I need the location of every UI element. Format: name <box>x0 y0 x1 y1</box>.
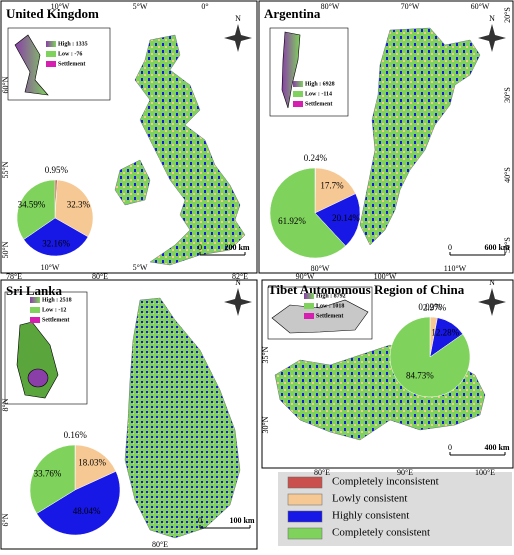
pie-label: 33.76% <box>34 469 62 479</box>
pie-label: 48.04% <box>73 506 101 516</box>
legend-label: Completely consistent <box>332 527 430 539</box>
coordinate-label: 10°W <box>41 263 60 272</box>
coordinate-label: 10°W <box>51 2 70 11</box>
scale-label: 0 <box>198 243 202 252</box>
pie-label: 0.16% <box>64 430 88 440</box>
legend-label: Lowly consistent <box>332 493 407 505</box>
panel-title: Sri Lanka <box>6 283 62 298</box>
scale-label: 0 <box>448 443 452 452</box>
coordinate-label: 60°W <box>471 2 490 11</box>
scale-label: 600 km <box>484 243 509 252</box>
inset-label: Low : -76 <box>58 51 82 57</box>
inset-swatch <box>293 81 303 87</box>
panel-title: Argentina <box>264 6 321 21</box>
coordinate-label: 55°N <box>1 161 10 178</box>
coordinate-label: 100°E <box>475 468 495 477</box>
coordinate-label: 5°W <box>133 263 148 272</box>
pie-label: 84.73% <box>406 371 434 381</box>
coordinate-label: 50°N <box>1 241 10 258</box>
inset-swatch <box>304 293 314 299</box>
pie-label: 2.97% <box>423 302 447 312</box>
inset-swatch <box>46 41 56 47</box>
inset-swatch <box>304 303 314 309</box>
coordinate-label: 0° <box>201 2 208 11</box>
inset-swatch <box>293 91 303 97</box>
inset-label: High : 2518 <box>42 297 72 303</box>
coordinate-label: 110°W <box>444 264 467 273</box>
legend-swatch <box>288 511 322 522</box>
inset-label: High : 8792 <box>316 293 346 299</box>
coordinate-label: 80°E <box>92 272 108 281</box>
pie-label: 34.59% <box>18 200 46 210</box>
inset-swatch <box>30 297 40 303</box>
pie-label: 0.95% <box>45 165 69 175</box>
inset-label: Low : -12 <box>42 307 66 313</box>
inset-label: High : 1335 <box>58 41 88 47</box>
coordinate-label: 80°E <box>152 540 168 549</box>
scale-label: 0 <box>198 516 202 525</box>
coordinate-label: 78°E <box>6 272 22 281</box>
inset-label: Low : -114 <box>305 91 332 97</box>
pie-label: 12.28% <box>431 328 459 338</box>
inset-label: Settlement <box>305 101 332 107</box>
legend-swatch <box>288 494 322 505</box>
north-label: N <box>235 278 241 287</box>
pie-label: 20.14% <box>332 213 360 223</box>
pie-label: 17.7% <box>320 181 344 191</box>
scale-label: 200 km <box>224 243 249 252</box>
coordinate-label: 5°W <box>133 2 148 11</box>
inset-swatch <box>304 313 314 319</box>
inset-swatch <box>30 307 40 313</box>
pie-label: 61.92% <box>278 216 306 226</box>
coordinate-label: 40°S <box>503 167 512 183</box>
pie-label: 0.24% <box>304 153 328 163</box>
coordinate-label: 8°N <box>1 398 10 411</box>
pie-label: 32.16% <box>42 239 70 249</box>
north-arrow <box>224 288 252 316</box>
scale-bar <box>450 452 505 455</box>
inset-label: Low : 1018 <box>316 303 344 309</box>
coordinate-label: 70°W <box>401 2 420 11</box>
legend-label: Highly consistent <box>332 510 409 522</box>
inset-swatch <box>30 317 40 323</box>
north-label: N <box>489 14 495 23</box>
scale-label: 100 km <box>229 516 254 525</box>
scale-bar <box>450 252 505 255</box>
north-label: N <box>235 14 241 23</box>
coordinate-label: 30°N <box>261 416 270 433</box>
coordinate-label: 6°N <box>1 513 10 526</box>
coordinate-label: 60°N <box>1 76 10 93</box>
pie-label: 18.03% <box>78 458 106 468</box>
coordinate-label: 30°S <box>503 87 512 103</box>
coordinate-label: 20°S <box>503 7 512 23</box>
inset-label: Settlement <box>58 61 85 67</box>
scale-label: 400 km <box>484 443 509 452</box>
coordinate-label: 35°N <box>261 346 270 363</box>
coordinate-label: 80°E <box>314 468 330 477</box>
panel-title: Tibet Autonomous Region of China <box>268 282 465 297</box>
north-arrow <box>478 24 506 52</box>
inset-label: Settlement <box>42 317 69 323</box>
coordinate-label: 90°W <box>296 272 315 281</box>
coordinate-label: 80°W <box>311 264 330 273</box>
inset-swatch <box>293 101 303 107</box>
north-arrow <box>478 288 506 316</box>
legend-label: Completely inconsistent <box>332 476 439 488</box>
coordinate-label: 100°W <box>374 272 397 281</box>
inset-swatch <box>46 61 56 67</box>
legend-swatch <box>288 477 322 488</box>
coordinate-label: 80°W <box>321 2 340 11</box>
scale-label: 0 <box>448 243 452 252</box>
north-arrow <box>224 24 252 52</box>
inset-swatch <box>46 51 56 57</box>
north-label: N <box>489 278 495 287</box>
inset-label: Settlement <box>316 313 343 319</box>
inset-label: High : 6928 <box>305 81 335 87</box>
pie-label: 32.3% <box>67 199 91 209</box>
legend-swatch <box>288 528 322 539</box>
